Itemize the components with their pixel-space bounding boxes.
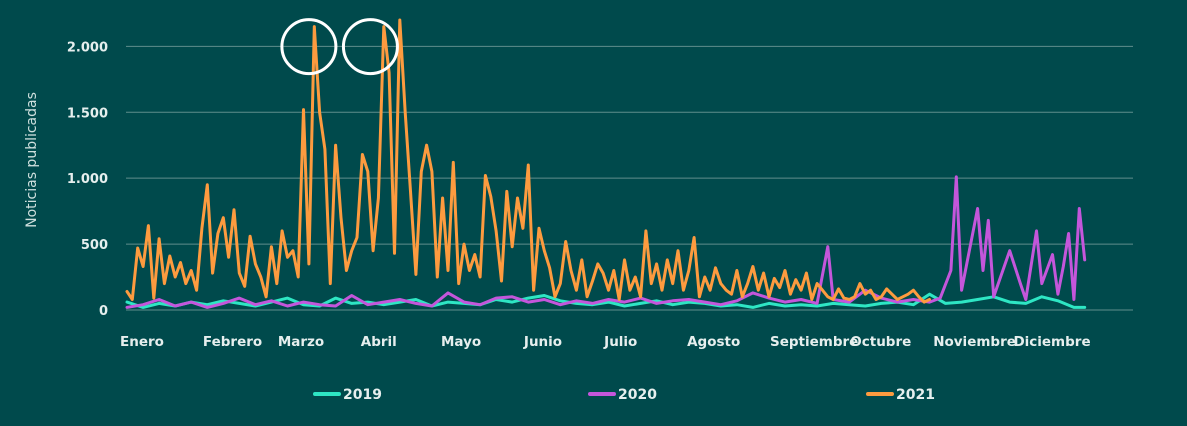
y-tick-label: 0 bbox=[99, 304, 108, 319]
highlight-circle-1 bbox=[280, 18, 338, 76]
series-line-2019 bbox=[125, 292, 1087, 309]
x-tick-label: Julio bbox=[603, 334, 637, 350]
x-tick-label: Octubre bbox=[850, 334, 911, 350]
x-tick-label: Abril bbox=[361, 334, 397, 350]
y-tick-label: 2.000 bbox=[67, 40, 108, 55]
highlight-circle-2 bbox=[341, 18, 399, 76]
x-tick-label: Agosto bbox=[687, 334, 740, 350]
series-lines bbox=[125, 18, 1087, 309]
y-tick-label: 1.500 bbox=[67, 106, 108, 121]
x-tick-label: Diciembre bbox=[1013, 334, 1090, 350]
y-axis-ticks: 0 500 1.000 1.500 2.000 bbox=[67, 40, 108, 319]
x-axis-ticks: Enero Febrero Marzo Abril Mayo Junio Julio Agos… bbox=[120, 334, 1091, 350]
legend: 2019 2020 2021 bbox=[313, 387, 935, 403]
legend-label-2020: 2020 bbox=[618, 387, 657, 403]
x-tick-label: Junio bbox=[523, 334, 562, 350]
x-tick-label: Febrero bbox=[203, 334, 262, 350]
x-tick-label: Septiembre bbox=[770, 334, 858, 350]
legend-label-2021: 2021 bbox=[896, 387, 935, 403]
series-line-2021 bbox=[125, 18, 931, 304]
series-line-2020 bbox=[125, 175, 1087, 309]
y-tick-label: 1.000 bbox=[67, 172, 108, 187]
x-tick-label: Enero bbox=[120, 334, 164, 350]
gridlines bbox=[126, 45, 1133, 311]
x-tick-label: Marzo bbox=[278, 334, 324, 350]
y-tick-label: 500 bbox=[81, 238, 108, 253]
y-axis-title: Noticias publicadas bbox=[24, 92, 40, 228]
highlight-circles bbox=[280, 18, 399, 76]
legend-label-2019: 2019 bbox=[343, 387, 382, 403]
x-tick-label: Noviembre bbox=[933, 334, 1016, 350]
x-tick-label: Mayo bbox=[441, 334, 481, 350]
